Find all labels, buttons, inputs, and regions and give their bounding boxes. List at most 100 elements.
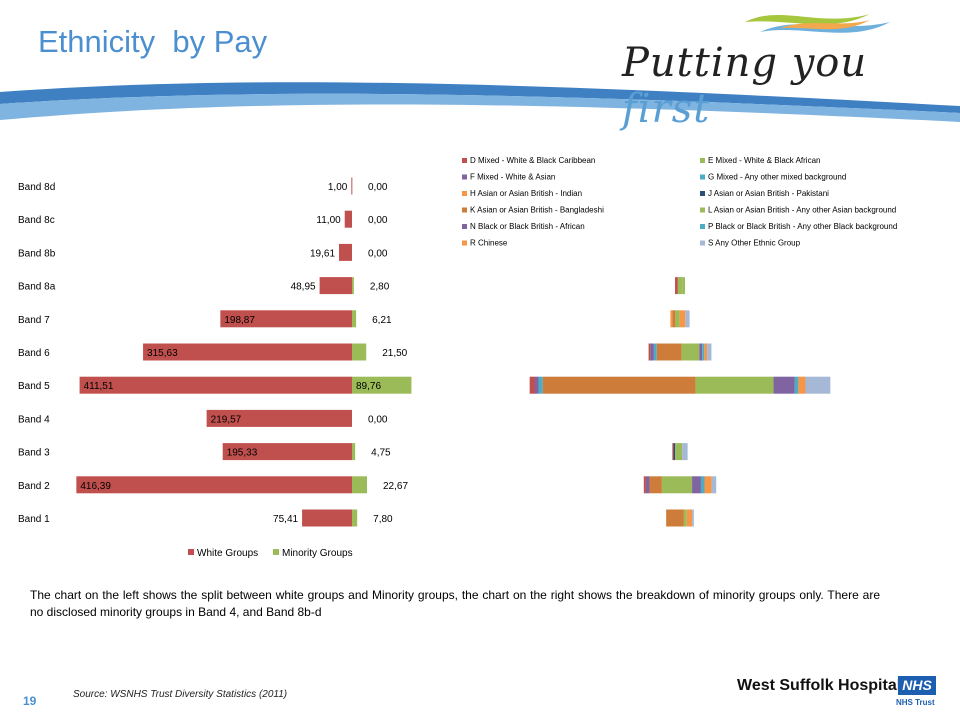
band-label: Band 8c [18,215,55,226]
minority-breakdown-segment [672,443,674,461]
minority-breakdown-segment [672,310,676,328]
minority-breakdown-segment [707,343,712,361]
minority-breakdown-segment [685,310,690,328]
legend-swatch [462,224,467,229]
minority-groups-label: 7,80 [373,514,393,525]
header-wave-graphic [0,14,960,122]
source-note: Source: WSNHS Trust Diversity Statistics… [73,689,288,700]
minority-breakdown-segment [534,376,539,394]
minority-groups-label: 2,80 [370,282,390,293]
white-groups-bar [220,310,352,328]
minority-groups-bar [352,376,412,394]
legend-minority-swatch [273,549,279,555]
minority-breakdown-segment [711,476,717,494]
band-label: Band 2 [18,481,50,492]
band-label: Band 8a [18,282,56,293]
legend-white-swatch [188,549,194,555]
legend-swatch [700,207,705,213]
minority-breakdown-segment [653,343,657,361]
minority-breakdown-segment [692,476,701,494]
legend-label: K Asian or Asian British - Bangladeshi [470,206,604,215]
minority-breakdown-segment [700,476,705,494]
legend-label: J Asian or Asian British - Pakistani [708,189,829,198]
page-title: Ethnicity by Pay [38,24,268,59]
minority-groups-label: 4,75 [371,448,391,459]
white-groups-bar [79,376,352,394]
nhs-trust-label: NHS Trust [896,698,935,707]
minority-groups-label: 21,50 [382,348,407,359]
legend-swatch [700,191,705,196]
minority-breakdown-segment [798,376,806,394]
minority-groups-bar [352,476,368,494]
minority-breakdown-segment [648,343,651,361]
legend-swatch [700,174,705,180]
minority-breakdown-segment [682,443,688,461]
minority-groups-bar [352,443,356,461]
white-groups-label: 198,87 [224,315,255,326]
legend-swatch [462,174,467,180]
minority-breakdown-segment [702,343,705,361]
minority-breakdown-segment [542,376,696,394]
minority-breakdown-segment [643,476,646,494]
band-label: Band 4 [18,414,50,425]
minority-groups-label: 0,00 [368,248,388,259]
minority-breakdown-segment [682,277,685,295]
minority-breakdown-segment [686,509,693,527]
band-label: Band 8d [18,182,55,193]
minority-groups-label: 0,00 [368,215,388,226]
minority-groups-label: 22,67 [383,481,408,492]
minority-breakdown-segment [794,376,799,394]
minority-groups-bar [352,310,357,328]
brand-tagline: Putting you first [622,40,960,132]
minority-breakdown-segment [704,476,712,494]
minority-breakdown-segment [675,277,678,295]
minority-breakdown-segment [670,310,673,328]
white-groups-bar [344,210,352,228]
white-groups-bar [302,509,352,527]
white-groups-bar [143,343,352,361]
legend-label: P Black or Black British - Any other Bla… [708,222,897,231]
legend-label: L Asian or Asian British - Any other Asi… [708,206,896,215]
legend-label: S Any Other Ethnic Group [708,239,801,248]
minority-breakdown-segment [681,343,700,361]
white-groups-label: 416,39 [80,481,111,492]
minority-breakdown-segment [679,310,686,328]
white-groups-label: 219,57 [211,414,242,425]
minority-breakdown-segment [699,343,703,361]
minority-breakdown-segment [692,509,694,527]
minority-breakdown-segment [675,310,680,328]
minority-groups-label: 89,76 [356,381,381,392]
minority-breakdown-segment [661,476,693,494]
minority-breakdown-segment [666,509,684,527]
minority-breakdown-segment [805,376,831,394]
white-groups-bar [76,476,352,494]
legend-label: F Mixed - White & Asian [470,173,555,182]
band-label: Band 5 [18,381,50,392]
minority-breakdown-segment [773,376,795,394]
white-groups-bar [339,243,352,261]
brand-tagline-accent: first [622,86,711,132]
hospital-name: West Suffolk Hospital [737,677,902,694]
legend-swatch [700,224,705,229]
white-groups-bar [351,177,353,195]
legend-swatch [700,240,705,246]
white-groups-bar [206,409,352,427]
minority-breakdown-segment [695,376,774,394]
minority-groups-bar [352,277,354,295]
white-groups-label: 315,63 [147,348,178,359]
minority-breakdown-segment [673,443,676,461]
band-label: Band 8b [18,248,56,259]
legend-swatch [462,207,467,213]
white-groups-bar [319,277,352,295]
band-label: Band 6 [18,348,50,359]
legend-swatch [700,158,705,163]
minority-breakdown-segment [677,277,683,295]
legend-label: H Asian or Asian British - Indian [470,189,582,198]
legend-label: G Mixed - Any other mixed background [708,173,846,182]
chart-description: The chart on the left shows the split be… [30,588,880,619]
minority-breakdown-segment [538,376,543,394]
nhs-logo: NHS [898,676,936,695]
band-label: Band 1 [18,514,50,525]
minority-groups-bar [352,343,367,361]
